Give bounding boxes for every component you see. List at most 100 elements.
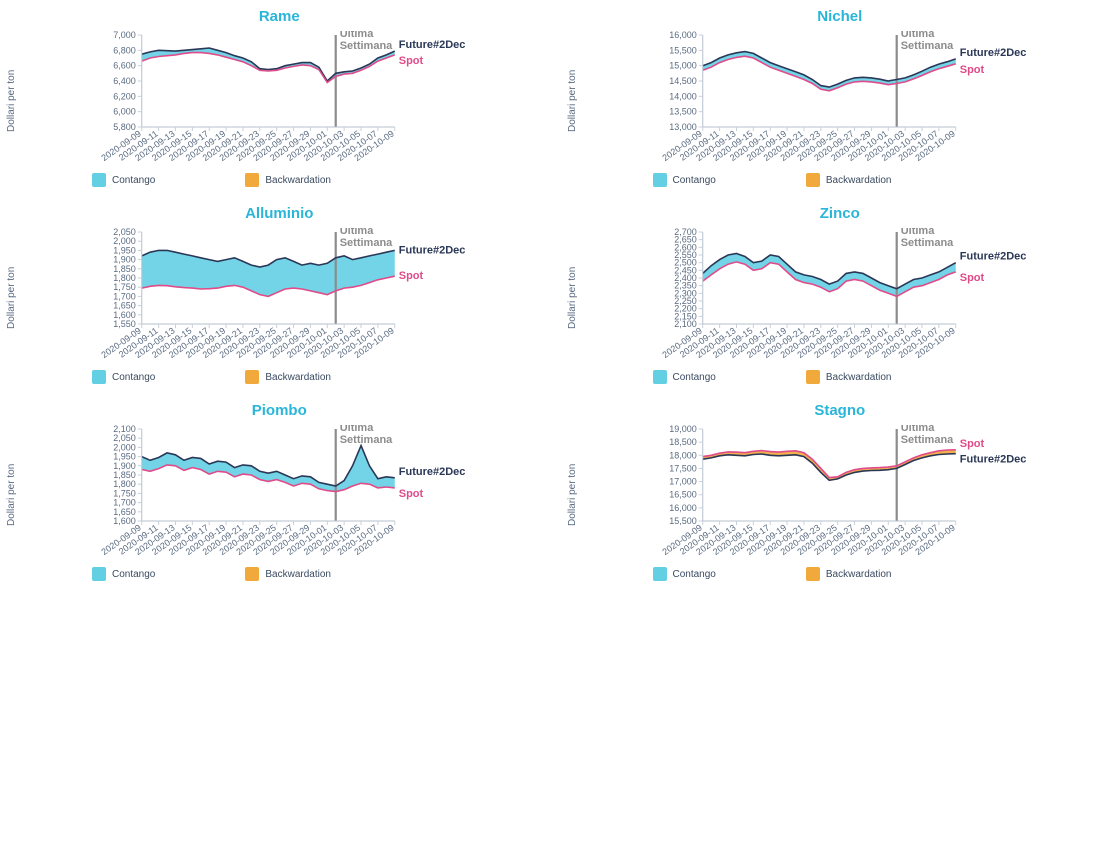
svg-text:16,500: 16,500	[669, 490, 697, 500]
legend: Contango Backwardation	[4, 370, 555, 384]
chart-svg: 13,000 13,500 14,000 14,500 15,000 15,500 16,0…	[580, 31, 1116, 171]
future-label: Future#2Dec	[959, 47, 1026, 59]
y-axis-label: Dollari per ton	[4, 228, 19, 368]
legend: Contango Backwardation	[4, 567, 555, 581]
svg-text:16,000: 16,000	[669, 31, 697, 40]
svg-text:1,800: 1,800	[113, 273, 136, 283]
spot-label: Spot	[399, 488, 424, 500]
svg-text:1,700: 1,700	[113, 291, 136, 301]
legend: ContangoBackwardation	[565, 567, 1116, 581]
svg-text:1,550: 1,550	[113, 319, 136, 329]
area-fill	[702, 450, 955, 480]
x-axis: 2020-09-092020-09-112020-09-132020-09-15…	[660, 127, 956, 163]
svg-text:14,000: 14,000	[669, 91, 697, 101]
chart-svg: 1,5501,6001,6501,7001,7501,8001,8501,900…	[19, 228, 555, 368]
svg-text:1,850: 1,850	[113, 264, 136, 274]
svg-text:7,000: 7,000	[113, 31, 136, 40]
legend-label: Backwardation	[265, 372, 331, 383]
legend: ContangoBackwardation	[565, 173, 1116, 187]
area-fill	[142, 250, 395, 296]
y-axis-label: Dollari per ton	[565, 228, 580, 368]
spot-label: Spot	[399, 270, 424, 282]
svg-text:13,000: 13,000	[669, 122, 697, 132]
spot-line	[142, 53, 395, 83]
svg-text:1,900: 1,900	[113, 461, 136, 471]
svg-text:1,950: 1,950	[113, 452, 136, 462]
chart-svg: 15,50016,00016,50017,00017,50018,00018,5…	[580, 425, 1116, 565]
y-axis: 1,5501,6001,6501,7001,7501,8001,8501,900…	[113, 228, 142, 329]
chart-panel: Nichel Dollari per ton 13,000 13,500 14,00…	[565, 8, 1116, 187]
panel-title: Stagno	[565, 402, 1116, 419]
marker-annotation: UltimaSettimana	[900, 425, 953, 446]
svg-text:1,900: 1,900	[113, 255, 136, 265]
legend-label: Backwardation	[265, 175, 331, 186]
svg-text:6,200: 6,200	[113, 91, 136, 101]
svg-text:1,950: 1,950	[113, 245, 136, 255]
legend-label: Contango	[673, 569, 716, 580]
marker-annotation: UltimaSettimana	[340, 425, 393, 446]
svg-text:6,800: 6,800	[113, 45, 136, 55]
spot-label: Spot	[399, 55, 424, 67]
svg-text:14,500: 14,500	[669, 76, 697, 86]
chart-svg: 2,1002,1502,2002,2502,3002,3502,4002,450…	[580, 228, 1116, 368]
x-axis: 2020-09-092020-09-112020-09-132020-09-15…	[99, 324, 395, 360]
y-axis-label: Dollari per ton	[565, 425, 580, 565]
svg-text:2,050: 2,050	[113, 228, 136, 237]
y-axis-label: Dollari per ton	[565, 31, 580, 171]
svg-text:6,000: 6,000	[113, 107, 136, 117]
panel-title: Nichel	[565, 8, 1116, 25]
chart-panel: Piombo Dollari per ton 1,6001,6501,7001,…	[4, 402, 555, 581]
svg-text:15,500: 15,500	[669, 516, 697, 526]
y-axis-label: Dollari per ton	[4, 31, 19, 171]
legend-item: Backwardation	[245, 370, 331, 384]
marker-annotation: UltimaSettimana	[340, 31, 393, 52]
panel-title: Piombo	[4, 402, 555, 419]
panel-title: Zinco	[565, 205, 1116, 222]
y-axis: 5,8006,0006,2006,4006,6006,8007,000	[113, 31, 142, 132]
legend: Contango Backwardation	[565, 370, 1116, 384]
legend-item: Contango	[653, 567, 716, 581]
legend-item: Backwardation	[806, 370, 892, 384]
legend-label: Contango	[112, 569, 155, 580]
future-label: Future#2Dec	[959, 251, 1026, 263]
svg-text:2,700: 2,700	[674, 228, 697, 237]
svg-text:1,750: 1,750	[113, 488, 136, 498]
y-axis: 13,000 13,500 14,000 14,500 15,000 15,500 16,0…	[669, 31, 703, 132]
y-axis-label: Dollari per ton	[4, 425, 19, 565]
x-axis: 2020-09-092020-09-112020-09-132020-09-15…	[660, 324, 956, 360]
legend-item: Contango	[92, 567, 155, 581]
marker-annotation: UltimaSettimana	[900, 31, 953, 52]
area-fill	[142, 48, 395, 83]
legend-item: Backwardation	[245, 173, 331, 187]
legend-item: Contango	[653, 370, 716, 384]
svg-text:2,000: 2,000	[113, 236, 136, 246]
svg-text:1,600: 1,600	[113, 310, 136, 320]
legend-item: Contango	[92, 370, 155, 384]
legend: Contango Backwardation	[4, 173, 555, 187]
marker-annotation: UltimaSettimana	[900, 228, 953, 249]
svg-text:15,500: 15,500	[669, 45, 697, 55]
chart-panel: Alluminio Dollari per ton 1,5501,6001,65…	[4, 205, 555, 384]
svg-text:19,000: 19,000	[669, 425, 697, 434]
spot-label: Spot	[959, 272, 984, 284]
legend-label: Backwardation	[265, 569, 331, 580]
svg-text:15,000: 15,000	[669, 61, 697, 71]
spot-label: Spot	[959, 64, 984, 76]
svg-text:1,800: 1,800	[113, 479, 136, 489]
future-label: Future#2Dec	[959, 454, 1026, 466]
x-axis: 2020-09-092020-09-112020-09-132020-09-15…	[660, 521, 956, 557]
svg-text:2,000: 2,000	[113, 442, 136, 452]
svg-text:5,800: 5,800	[113, 122, 136, 132]
chart-panel: Zinco Dollari per ton 2,1002,1502,2002,2…	[565, 205, 1116, 384]
svg-text:1,750: 1,750	[113, 282, 136, 292]
future-label: Future#2Dec	[399, 39, 466, 51]
svg-text:18,500: 18,500	[669, 437, 697, 447]
svg-text:13,500: 13,500	[669, 107, 697, 117]
chart-svg: 5,8006,0006,2006,4006,6006,8007,0002020-…	[19, 31, 555, 171]
svg-text:1,600: 1,600	[113, 516, 136, 526]
legend-label: Contango	[112, 175, 155, 186]
legend-label: Contango	[673, 175, 716, 186]
svg-text:17,500: 17,500	[669, 463, 697, 473]
svg-text:2,100: 2,100	[113, 425, 136, 434]
legend-label: Contango	[112, 372, 155, 383]
